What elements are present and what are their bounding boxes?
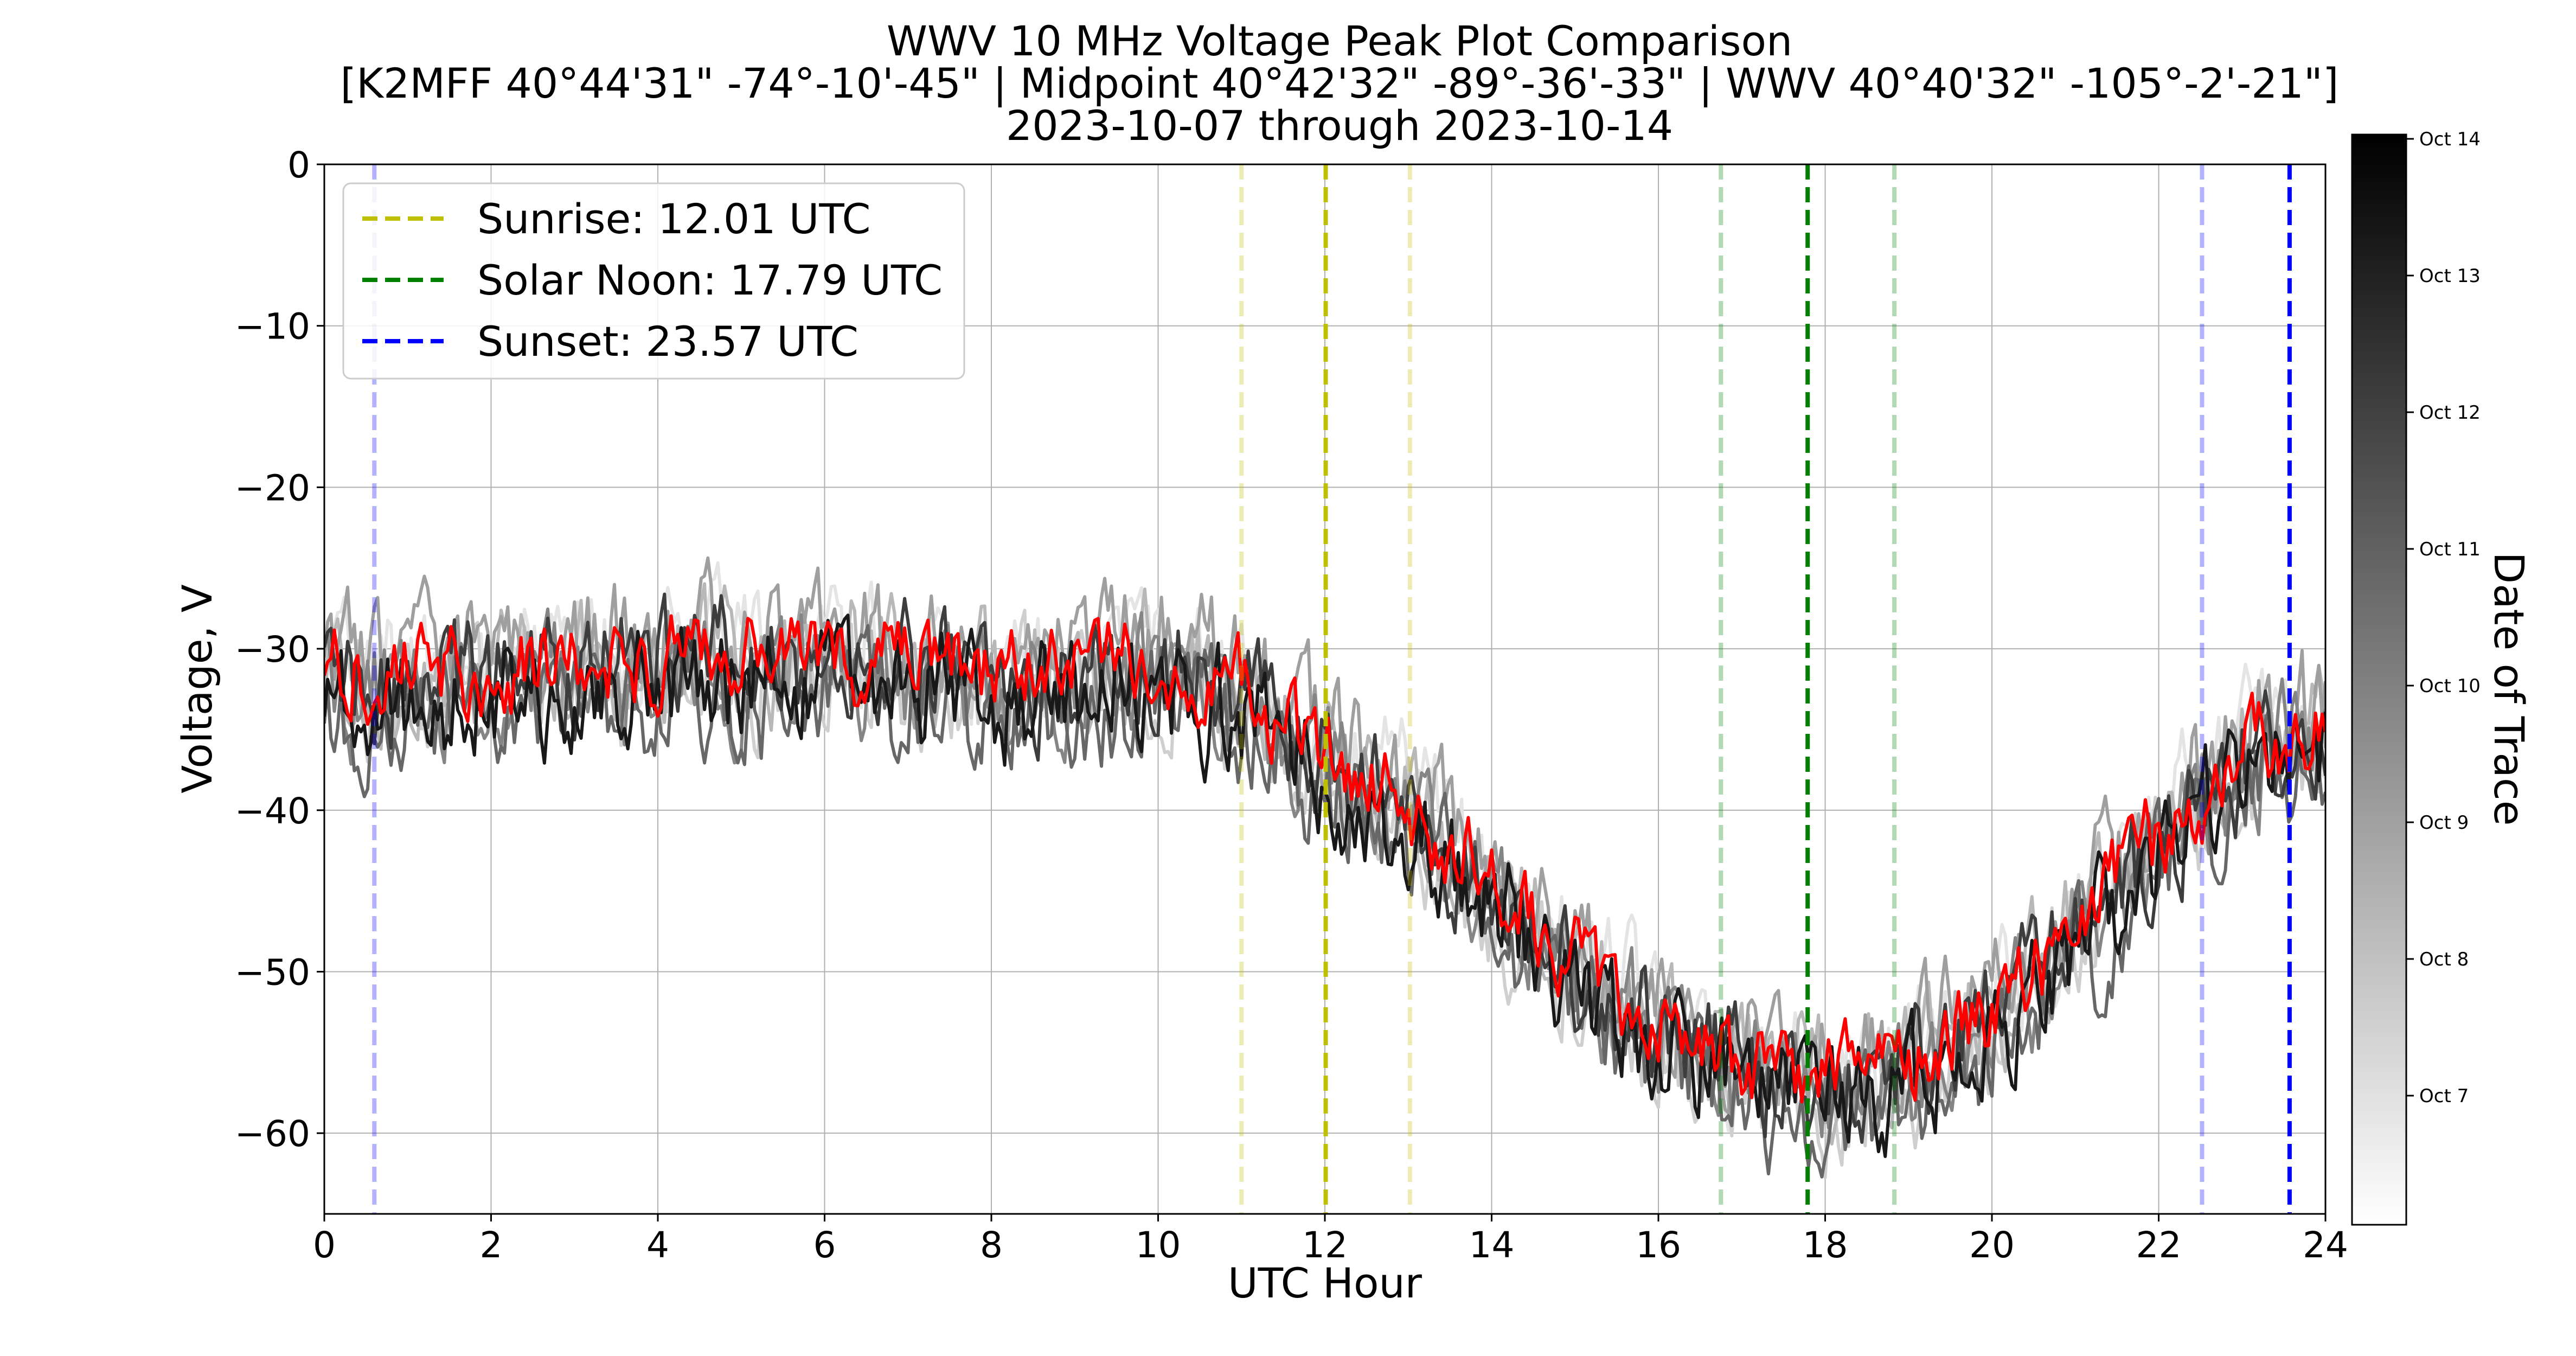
legend-box [342, 182, 965, 380]
colorbar-tick-label: Oct 12 [2419, 402, 2481, 424]
colorbar: Date of Trace Oct 14 Oct 13 Oct 12 Oct 11 Oc… [2351, 129, 2533, 1226]
legend-label: Solar Noon: 17.79 UTC [477, 256, 943, 304]
x-tick-label: 2 [480, 1224, 503, 1266]
colorbar-gradient [2351, 133, 2407, 1226]
x-tick-label: 12 [1302, 1224, 1348, 1266]
chart-subtitle: [K2MFF 40°44'31" -74°-10'-45" | Midpoint… [341, 59, 2339, 108]
x-tick-label: 0 [313, 1224, 336, 1266]
y-tick-label: −10 [235, 306, 310, 348]
legend-label: Sunset: 23.57 UTC [477, 317, 858, 366]
event-lines [372, 164, 2292, 1214]
x-axis-ticks: 0 2 4 6 8 10 12 14 16 18 20 22 24 [313, 1214, 2348, 1266]
x-tick-label: 16 [1636, 1224, 1681, 1266]
y-tick-label: −40 [235, 790, 310, 832]
colorbar-tick-label: Oct 8 [2419, 949, 2469, 970]
y-tick-label: −60 [235, 1113, 310, 1155]
y-tick-label: −50 [235, 951, 310, 993]
x-axis-label: UTC Hour [1228, 1259, 1422, 1307]
colorbar-tick-label: Oct 10 [2419, 675, 2481, 697]
y-tick-label: 0 [287, 144, 310, 186]
colorbar-tick-label: Oct 13 [2419, 265, 2481, 287]
x-tick-label: 4 [646, 1224, 669, 1266]
colorbar-tick-label: Oct 9 [2419, 812, 2469, 834]
colorbar-tick-label: Oct 7 [2419, 1085, 2469, 1107]
colorbar-label: Date of Trace [2485, 552, 2533, 826]
x-tick-label: 8 [980, 1224, 1003, 1266]
x-tick-label: 18 [1803, 1224, 1848, 1266]
chart-date-range: 2023-10-07 through 2023-10-14 [1006, 101, 1673, 150]
legend-label: Sunrise: 12.01 UTC [477, 195, 870, 243]
y-tick-label: −30 [235, 629, 310, 670]
x-tick-label: 20 [1969, 1224, 2015, 1266]
y-axis-label: Voltage, V [173, 584, 221, 793]
x-tick-label: 22 [2136, 1224, 2182, 1266]
x-tick-label: 14 [1469, 1224, 1515, 1266]
x-tick-label: 10 [1136, 1224, 1181, 1266]
x-tick-label: 24 [2303, 1224, 2348, 1266]
legend: Sunrise: 12.01 UTC Solar Noon: 17.79 UTC S… [342, 182, 965, 380]
y-tick-label: −20 [235, 467, 310, 509]
colorbar-tick-label: Oct 14 [2419, 129, 2481, 150]
x-tick-label: 6 [813, 1224, 836, 1266]
y-axis-ticks: 0 −10 −20 −30 −40 −50 −60 [235, 144, 324, 1155]
colorbar-tick-label: Oct 11 [2419, 539, 2481, 560]
chart-title: WWV 10 MHz Voltage Peak Plot Comparison [887, 17, 1792, 65]
